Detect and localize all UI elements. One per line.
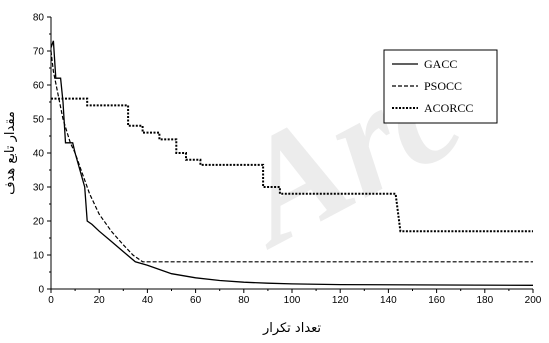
x-tick-label: 180 <box>476 295 493 306</box>
legend: GACC PSOCC ACORCC <box>383 49 498 124</box>
legend-label: ACORCC <box>424 101 473 115</box>
x-axis-title: تعداد تکرار <box>262 321 321 336</box>
y-tick-label: 10 <box>33 251 45 262</box>
plot-lines <box>50 40 534 286</box>
y-tick-label: 80 <box>33 13 45 24</box>
legend-label: GACC <box>424 57 457 71</box>
y-tick-label: 40 <box>33 149 45 160</box>
y-tick-label: 60 <box>33 81 45 92</box>
series-line-psocc <box>50 50 533 263</box>
x-tick-label: 40 <box>142 295 154 306</box>
y-tick-label: 0 <box>38 285 44 296</box>
x-tick-label: 20 <box>94 295 106 306</box>
y-tick-label: 50 <box>33 115 45 126</box>
x-tick-label: 60 <box>190 295 202 306</box>
x-tick-label: 100 <box>284 295 301 306</box>
y-tick-label: 30 <box>33 183 45 194</box>
x-tick-label: 120 <box>332 295 349 306</box>
legend-label: PSOCC <box>424 79 462 93</box>
y-tick-label: 20 <box>33 217 45 228</box>
x-ticks: 0 20 40 60 80 100 120 140 160 180 200 <box>48 289 542 306</box>
y-ticks: 0 10 20 30 40 50 60 70 80 <box>33 13 51 296</box>
y-tick-label: 70 <box>33 47 45 58</box>
x-tick-label: 0 <box>48 295 54 306</box>
x-tick-label: 160 <box>428 295 445 306</box>
legend-box <box>383 49 498 124</box>
series-line-gacc <box>50 40 534 286</box>
x-tick-label: 140 <box>380 295 397 306</box>
y-axis-title: مقدار تابع هدف <box>3 111 18 195</box>
x-tick-label: 80 <box>238 295 250 306</box>
x-tick-label: 200 <box>525 295 542 306</box>
